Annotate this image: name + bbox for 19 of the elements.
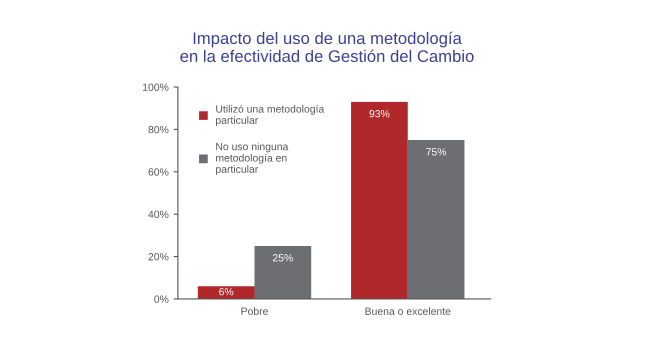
legend-label: No uso ninguna metodología en particular bbox=[216, 142, 288, 175]
y-tick-label: 80% bbox=[148, 126, 168, 134]
y-tick-label: 100% bbox=[143, 84, 168, 91]
y-tick-label: 60% bbox=[148, 168, 168, 176]
legend-label: Utilizó una metodología particular bbox=[216, 104, 324, 126]
bar bbox=[408, 140, 464, 299]
y-tick-label: 20% bbox=[148, 253, 168, 260]
data-label: 6% bbox=[219, 288, 234, 296]
y-tick-label: 0% bbox=[154, 295, 168, 303]
chart-title: Impacto del uso de una metodología en la efectividad de Gestión del Cambio bbox=[180, 32, 474, 62]
y-tick-label: 40% bbox=[148, 210, 168, 218]
bar bbox=[198, 286, 255, 299]
data-label: 93% bbox=[369, 110, 390, 118]
bar bbox=[351, 102, 408, 299]
x-tick-label: Buena o excelente bbox=[365, 307, 450, 315]
data-label: 75% bbox=[426, 148, 446, 156]
bar bbox=[254, 246, 312, 299]
x-tick-label: Pobre bbox=[241, 307, 268, 315]
data-label: 25% bbox=[272, 254, 293, 262]
